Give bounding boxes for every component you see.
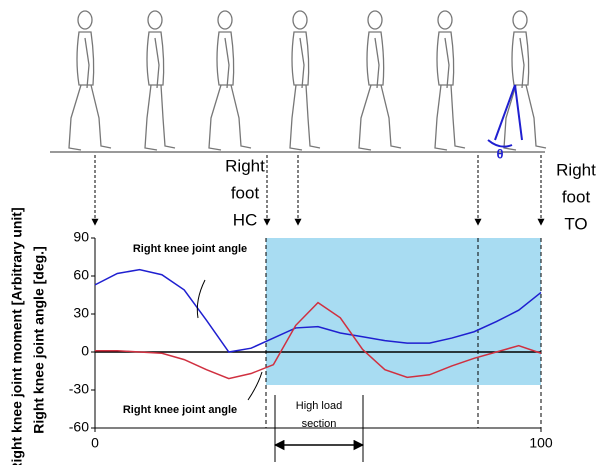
theta: θ [496, 146, 503, 161]
x-tick-label: 0 [91, 435, 99, 451]
figure-leg [290, 85, 302, 150]
y-tick-label: 60 [73, 267, 89, 283]
y-tick-label: -60 [69, 419, 89, 435]
figure-head [218, 11, 232, 29]
hc-label: Right [225, 156, 265, 175]
to-label: foot [562, 187, 591, 206]
theta-lines [495, 85, 522, 140]
figure-leg [161, 85, 175, 148]
y-tick-label: -30 [69, 381, 89, 397]
figure-leg [359, 85, 371, 150]
y-axis-label: Right knee joint angle [deg.] [31, 246, 47, 433]
figure-arm [85, 38, 89, 88]
hc-label: foot [231, 183, 260, 202]
high-load-shade [266, 238, 541, 385]
to-label: TO [564, 214, 587, 233]
figure-leg [69, 85, 81, 150]
chart: High load section Right foot HC Right fo… [0, 0, 606, 465]
figure-leg [526, 85, 546, 148]
y-tick-label: 30 [73, 305, 89, 321]
figure-head [293, 11, 307, 29]
hc-label: HC [233, 210, 258, 229]
to-label: Right [556, 160, 596, 179]
figure-head [368, 11, 382, 29]
walking-figures [69, 11, 546, 150]
figure-head [148, 11, 162, 29]
series-label: Right knee joint angle [133, 243, 247, 255]
y-tick-label: 90 [73, 229, 89, 245]
figure-leg [381, 85, 401, 148]
leader [248, 372, 262, 400]
figure-leg [231, 85, 251, 148]
y-axis-label: Right knee joint moment [Arbitrary unit] [9, 207, 25, 465]
figure-leg [435, 85, 447, 150]
y-tick-label: 0 [81, 343, 89, 359]
figure-head [513, 11, 527, 29]
figure-arm [375, 38, 379, 88]
figure-leg [145, 85, 157, 150]
figure-arm [445, 38, 449, 88]
event-arrows [95, 155, 541, 225]
figure-arm [225, 38, 229, 88]
series-label: Right knee joint angle [123, 404, 237, 416]
figure-arm [520, 38, 524, 88]
x-tick-label: 100 [529, 435, 553, 451]
figure-leg [91, 85, 111, 148]
figure-head [438, 11, 452, 29]
figure-arm [155, 38, 159, 88]
section-label: High load [296, 400, 342, 412]
figure-leg [451, 85, 465, 148]
figure-arm [300, 38, 304, 88]
figure-leg [306, 85, 320, 148]
figure-head [78, 11, 92, 29]
figure-leg [504, 85, 516, 150]
figure-leg [209, 85, 221, 150]
